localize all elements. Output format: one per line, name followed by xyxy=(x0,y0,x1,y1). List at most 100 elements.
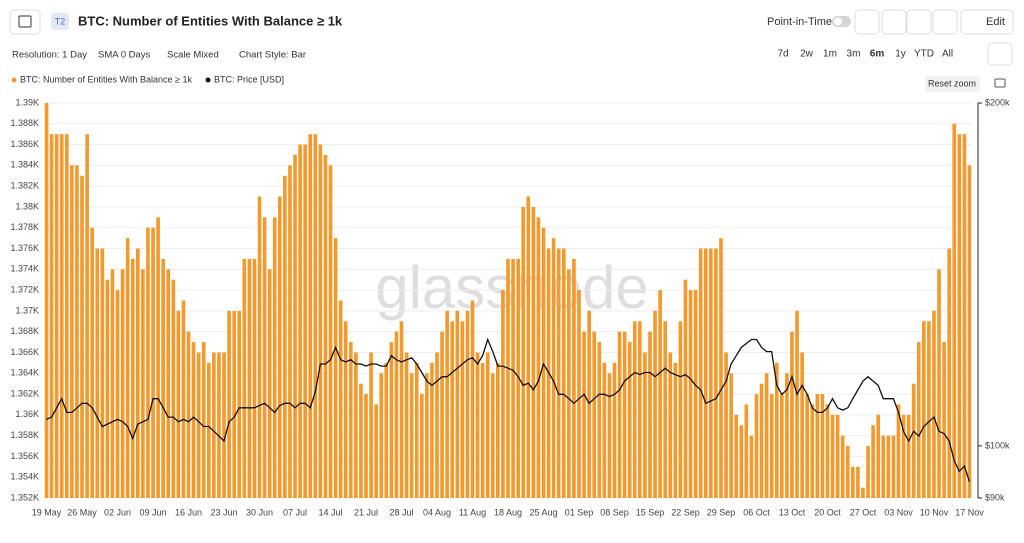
range-button[interactable]: 2w xyxy=(800,49,814,60)
sidebar-button[interactable] xyxy=(9,9,41,35)
x-tick-label: 25 Aug xyxy=(529,507,557,517)
y-tick-label: 1.39K xyxy=(15,97,39,107)
y2-tick-label: $200k xyxy=(985,97,1010,107)
bar xyxy=(744,404,749,498)
bar xyxy=(551,238,556,498)
bar xyxy=(612,362,617,498)
bar xyxy=(643,352,647,498)
bar xyxy=(856,466,860,498)
star-button[interactable] xyxy=(854,9,880,35)
bar xyxy=(435,352,439,498)
bar xyxy=(206,362,211,498)
bar xyxy=(440,331,444,498)
scale-select[interactable]: Scale Mixed xyxy=(167,50,219,61)
range-button[interactable]: 3m xyxy=(847,49,861,60)
bar xyxy=(703,248,708,498)
bar xyxy=(577,290,581,498)
bar xyxy=(891,435,896,498)
y-tick-label: 1.36K xyxy=(15,409,39,419)
x-tick-label: 17 Nov xyxy=(955,507,984,517)
bar xyxy=(876,414,881,498)
y-tick-label: 1.382K xyxy=(10,181,39,191)
bar xyxy=(470,300,475,498)
bar xyxy=(617,331,622,498)
copy-button[interactable] xyxy=(932,9,958,35)
bar xyxy=(830,414,835,498)
bar xyxy=(445,310,449,498)
range-button[interactable]: 1m xyxy=(823,49,837,60)
bar xyxy=(272,217,277,498)
bar xyxy=(921,321,926,498)
bar xyxy=(186,331,191,498)
bar xyxy=(232,310,236,498)
bar xyxy=(582,331,586,498)
bar xyxy=(227,310,231,498)
range-button[interactable]: YTD xyxy=(914,49,934,60)
bar xyxy=(166,269,171,498)
bar xyxy=(668,352,673,498)
bar xyxy=(764,373,769,498)
bar xyxy=(663,321,668,498)
x-tick-label: 02 Jun xyxy=(104,507,131,517)
bar xyxy=(59,134,64,498)
bar xyxy=(851,466,855,498)
bar xyxy=(115,290,120,498)
camera-icon[interactable] xyxy=(994,78,1006,88)
sidebar-icon xyxy=(18,15,32,28)
bar xyxy=(937,269,941,498)
bar xyxy=(308,134,313,498)
calendar-button[interactable] xyxy=(987,42,1013,66)
bar xyxy=(252,258,257,498)
x-tick-label: 22 Sep xyxy=(671,507,700,517)
bar xyxy=(658,290,662,498)
bar xyxy=(313,134,318,498)
bar xyxy=(389,342,394,498)
x-tick-label: 15 Sep xyxy=(636,507,665,517)
x-tick-label: 01 Sep xyxy=(565,507,594,517)
bar xyxy=(780,394,784,498)
sma-select[interactable]: SMA 0 Days xyxy=(98,50,151,61)
bar xyxy=(835,414,840,498)
y-tick-label: 1.366K xyxy=(10,347,39,357)
x-tick-label: 11 Aug xyxy=(459,507,486,517)
range-button[interactable]: 7d xyxy=(777,49,788,60)
bar xyxy=(572,258,576,498)
range-button[interactable]: All xyxy=(942,49,953,60)
range-button[interactable]: 1y xyxy=(895,49,906,60)
bar xyxy=(100,248,105,498)
style-select[interactable]: Chart Style: Bar xyxy=(239,50,306,61)
bar xyxy=(795,310,799,498)
y-tick-label: 1.368K xyxy=(10,326,39,336)
bar xyxy=(536,217,541,498)
bar xyxy=(927,321,931,498)
bar xyxy=(176,310,181,498)
bar xyxy=(384,362,389,498)
bar xyxy=(262,217,267,498)
bar xyxy=(739,425,744,498)
y-tick-label: 1.384K xyxy=(10,160,39,170)
bar xyxy=(911,383,916,498)
range-button[interactable]: 6m xyxy=(870,49,885,60)
share-button[interactable] xyxy=(906,9,932,35)
bar xyxy=(759,383,764,498)
bar xyxy=(217,352,221,498)
bar xyxy=(496,362,500,498)
bar xyxy=(769,394,774,498)
reset-zoom-button[interactable] xyxy=(925,76,980,92)
resolution-select[interactable]: Resolution: 1 Day xyxy=(12,50,87,61)
edit-button[interactable] xyxy=(960,9,1014,35)
bar xyxy=(80,175,84,498)
y-tick-label: 1.372K xyxy=(10,284,39,294)
x-tick-label: 20 Oct xyxy=(814,507,841,517)
bar xyxy=(394,331,399,498)
alert-button[interactable] xyxy=(881,9,907,35)
bar xyxy=(861,487,865,498)
bar xyxy=(277,196,282,499)
reset-zoom-label: Reset zoom xyxy=(928,78,976,88)
bar xyxy=(754,394,759,498)
bar xyxy=(653,310,657,498)
bar xyxy=(678,321,683,498)
bar xyxy=(399,321,404,498)
